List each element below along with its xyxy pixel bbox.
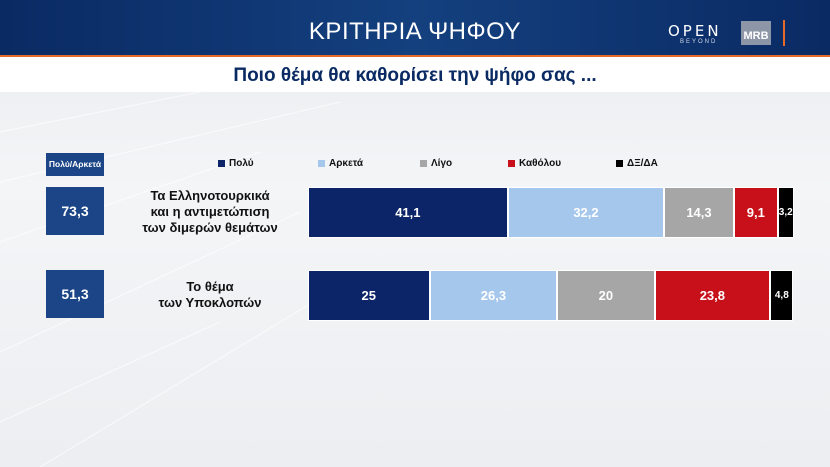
legend-label: Πολύ [229, 158, 254, 169]
legend-swatch [420, 160, 427, 167]
stacked-bar: 41,1 32,2 14,3 9,1 3,2 [308, 187, 794, 238]
legend-item: Αρκετά [318, 158, 363, 169]
legend-label: Λίγο [431, 158, 453, 169]
data-label: 9,1 [746, 205, 765, 220]
bar-segment: 32,2 [507, 187, 665, 238]
legend-swatch [616, 160, 623, 167]
data-label: 32,2 [573, 205, 599, 220]
data-label: 3,2 [778, 207, 793, 218]
category-label-line: και η αντιμετώπιση [150, 204, 270, 219]
category-label: Τα Ελληνοτουρκικά και η αντιμετώπιση των δ… [120, 188, 300, 236]
stacked-bar: 25 26,3 20 23,8 4,8 [308, 270, 794, 321]
summary-value: 73,3 [46, 187, 104, 235]
question-text: Ποιο θέμα θα καθορίσει την ψήφο σας ... [233, 65, 597, 86]
category-label-line: Το θέμα [186, 279, 234, 294]
category-label-line: των Υποκλοπών [158, 295, 262, 310]
bar-segment: 3,2 [777, 187, 794, 238]
bar-segment: 20 [557, 270, 655, 321]
legend-label: ΔΞ/ΔΑ [627, 158, 658, 169]
open-logo: OPEN [668, 22, 722, 40]
bar-segment: 23,8 [654, 270, 771, 321]
bar-segment: 14,3 [664, 187, 734, 238]
data-label: 25 [361, 288, 376, 303]
data-label: 4,8 [774, 290, 789, 301]
data-label: 20 [598, 288, 614, 303]
legend-item: Πολύ [218, 158, 254, 169]
legend-swatch [218, 160, 225, 167]
bar-segment: 4,8 [770, 270, 794, 321]
category-label: Το θέμα των Υποκλοπών [120, 279, 300, 311]
data-label: 26,3 [480, 288, 507, 303]
bar-segment: 26,3 [429, 270, 558, 321]
data-label: 41,1 [395, 205, 421, 220]
legend-item: Λίγο [420, 158, 452, 169]
legend-swatch [508, 160, 515, 167]
data-label: 23,8 [699, 288, 725, 303]
summary-header: Πολύ/Αρκετά [46, 153, 104, 176]
mrb-logo: MRB [741, 21, 771, 45]
chart-legend: Πολύ Αρκετά Λίγο Καθόλου ΔΞ/ΔΑ [0, 158, 830, 172]
legend-label: Αρκετά [329, 158, 364, 169]
bar-segment: 9,1 [733, 187, 778, 238]
bar-segment: 41,1 [308, 187, 508, 238]
category-label-line: Τα Ελληνοτουρκικά [150, 188, 270, 203]
bar-segment: 25 [308, 270, 430, 321]
logo-divider [783, 20, 785, 46]
question-banner: Ποιο θέμα θα καθορίσει την ψήφο σας ... [0, 55, 830, 92]
summary-value: 51,3 [46, 270, 104, 318]
category-label-line: των διμερών θεμάτων [142, 220, 278, 235]
open-logo-tagline: BEYOND [680, 39, 718, 45]
data-label: 14,3 [686, 205, 712, 220]
legend-item: ΔΞ/ΔΑ [616, 158, 658, 169]
legend-swatch [318, 160, 325, 167]
page-title: ΚΡΙΤΗΡΙΑ ΨΗΦΟΥ [308, 18, 522, 45]
legend-item: Καθόλου [508, 158, 561, 169]
header-bar: ΚΡΙΤΗΡΙΑ ΨΗΦΟΥ OPEN BEYOND MRB [0, 0, 830, 55]
legend-label: Καθόλου [519, 158, 562, 169]
